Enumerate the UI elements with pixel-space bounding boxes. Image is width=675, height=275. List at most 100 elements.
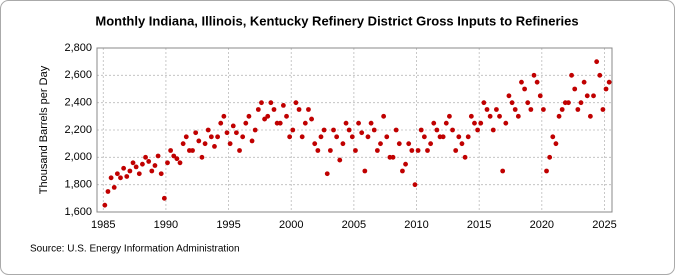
point (371, 127, 377, 133)
point (243, 120, 249, 126)
y-tick-label: 2,000 (64, 151, 92, 163)
point (396, 141, 402, 147)
point (497, 113, 502, 119)
point (174, 156, 180, 162)
point (227, 141, 233, 147)
point (105, 189, 111, 194)
point (246, 113, 252, 119)
point (168, 148, 174, 153)
point (230, 123, 236, 129)
point (237, 148, 242, 153)
point (384, 134, 390, 140)
point (199, 154, 205, 160)
point (390, 154, 396, 160)
point (306, 107, 311, 112)
point (234, 130, 239, 136)
point (462, 154, 468, 160)
point (365, 134, 371, 140)
point (149, 168, 155, 174)
point (221, 113, 227, 119)
point (478, 120, 484, 126)
point (349, 134, 355, 140)
point (224, 130, 230, 136)
x-tick-label: 1990 (154, 219, 178, 231)
point (406, 141, 412, 147)
point (309, 116, 314, 122)
plot-border (96, 47, 613, 213)
point (415, 148, 421, 153)
point (418, 127, 424, 133)
x-tick-label: 2005 (342, 219, 366, 231)
point (284, 113, 289, 119)
point (578, 100, 584, 106)
point (334, 134, 340, 140)
point (519, 79, 524, 85)
point (158, 171, 164, 177)
point (331, 127, 336, 133)
point (362, 168, 368, 174)
point (111, 185, 117, 190)
point (202, 141, 208, 147)
point (287, 134, 293, 140)
point (606, 79, 612, 85)
x-tick-label: 2000 (279, 219, 303, 231)
chart-title: Monthly Indiana, Illinois, Kentucky Refi… (95, 13, 578, 28)
point (114, 171, 120, 177)
point (293, 100, 299, 106)
point (534, 79, 540, 85)
point (559, 107, 565, 112)
point (136, 171, 142, 177)
point (531, 72, 537, 78)
point (537, 93, 543, 99)
point (494, 107, 499, 112)
point (196, 138, 202, 144)
x-tick-label: 1995 (216, 219, 240, 231)
point (152, 163, 158, 168)
point (183, 134, 189, 140)
point (584, 93, 590, 99)
point (356, 120, 361, 126)
point (337, 157, 343, 163)
point (205, 127, 211, 133)
point (252, 127, 258, 133)
point (575, 107, 581, 112)
y-tick-label: 2,600 (64, 69, 92, 81)
point (506, 93, 512, 99)
point (459, 141, 465, 147)
point (218, 120, 224, 126)
point (556, 113, 562, 119)
point (133, 164, 139, 170)
point (472, 120, 477, 126)
point (381, 113, 387, 119)
point (512, 107, 518, 112)
point (324, 171, 330, 177)
point (171, 153, 177, 159)
point (146, 159, 152, 164)
point (515, 113, 521, 119)
point (343, 120, 349, 126)
point (603, 86, 609, 92)
point (190, 148, 195, 153)
point (127, 168, 133, 174)
point (268, 100, 274, 106)
point (447, 113, 452, 119)
x-tick-label: 2020 (530, 219, 554, 231)
point (540, 107, 546, 112)
point (425, 148, 430, 153)
point (108, 175, 114, 181)
y-tick-label: 2,800 (64, 42, 92, 54)
point (453, 148, 459, 153)
point (208, 134, 214, 140)
point (431, 120, 437, 126)
point (450, 127, 455, 133)
point (400, 168, 405, 174)
point (600, 107, 606, 112)
point (259, 100, 264, 106)
point (346, 127, 352, 133)
point (572, 86, 578, 92)
point (475, 127, 481, 133)
point (428, 141, 434, 147)
point (215, 134, 221, 140)
point (522, 86, 528, 92)
